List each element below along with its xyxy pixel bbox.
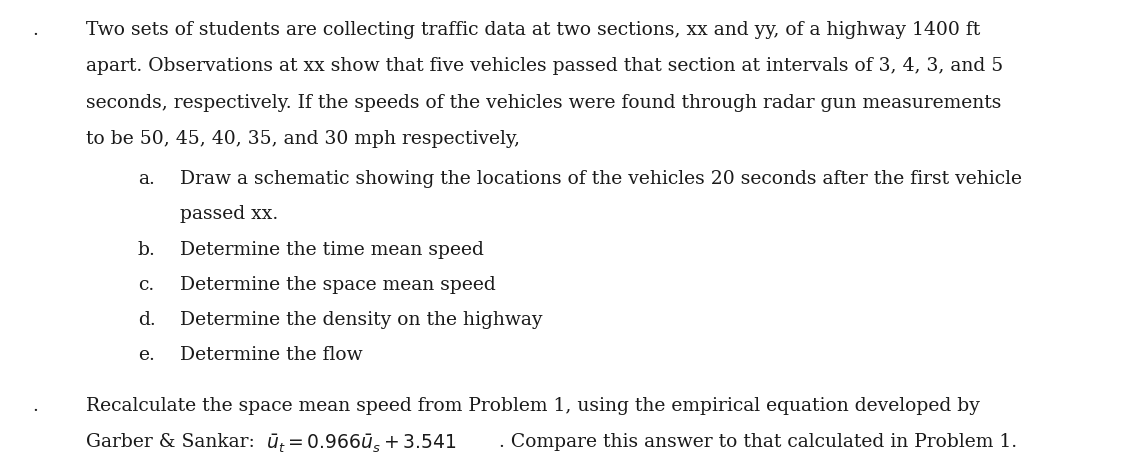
Text: passed xx.: passed xx. [180, 205, 279, 223]
Text: apart. Observations at xx show that five vehicles passed that section at interva: apart. Observations at xx show that five… [86, 57, 1003, 75]
Text: Garber & Sankar:: Garber & Sankar: [86, 433, 261, 451]
Text: b.: b. [138, 241, 156, 259]
Text: Draw a schematic showing the locations of the vehicles 20 seconds after the firs: Draw a schematic showing the locations o… [180, 170, 1022, 188]
Text: d.: d. [138, 311, 155, 329]
Text: Determine the flow: Determine the flow [180, 346, 363, 364]
Text: . Compare this answer to that calculated in Problem 1.: . Compare this answer to that calculated… [499, 433, 1017, 451]
Text: Determine the space mean speed: Determine the space mean speed [180, 276, 496, 294]
Text: .: . [32, 21, 38, 39]
Text: $\bar{u}_t = 0.966\bar{u}_s + 3.541$: $\bar{u}_t = 0.966\bar{u}_s + 3.541$ [266, 433, 457, 455]
Text: a.: a. [138, 170, 155, 188]
Text: to be 50, 45, 40, 35, and 30 mph respectively,: to be 50, 45, 40, 35, and 30 mph respect… [86, 130, 520, 148]
Text: Determine the density on the highway: Determine the density on the highway [180, 311, 543, 329]
Text: c.: c. [138, 276, 154, 294]
Text: e.: e. [138, 346, 155, 364]
Text: Two sets of students are collecting traffic data at two sections, xx and yy, of : Two sets of students are collecting traf… [86, 21, 980, 39]
Text: .: . [32, 397, 38, 415]
Text: Recalculate the space mean speed from Problem 1, using the empirical equation de: Recalculate the space mean speed from Pr… [86, 397, 980, 415]
Text: seconds, respectively. If the speeds of the vehicles were found through radar gu: seconds, respectively. If the speeds of … [86, 94, 1001, 111]
Text: Determine the time mean speed: Determine the time mean speed [180, 241, 484, 259]
